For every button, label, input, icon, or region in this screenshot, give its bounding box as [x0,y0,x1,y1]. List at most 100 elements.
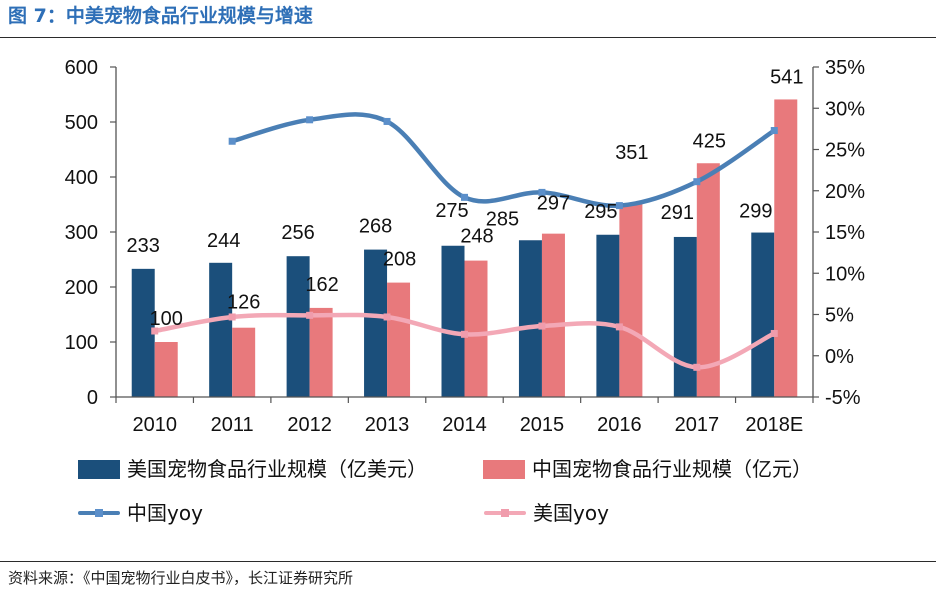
data-labels: 233 244 256 268 275 285 295 291 299 100 126 162 208 2… [127,66,804,330]
line-marker [693,363,701,371]
data-label: 297 [537,193,570,215]
left-tick-label: 600 [65,57,98,79]
data-label: 162 [305,274,338,296]
yoy-line [229,112,777,208]
left-tick-label: 500 [65,112,98,134]
bar [387,282,411,397]
x-tick-label: 2010 [132,414,177,436]
line-marker [693,178,701,186]
data-label: 208 [383,249,416,271]
right-tick-label: 10% [825,263,865,285]
x-tick-label: 2015 [520,414,565,436]
bar [541,233,565,397]
bar [232,327,256,397]
line-marker [461,193,468,201]
x-tick-label: 2016 [597,414,642,436]
legend-label-cn-yoy: 中国yoy [127,501,203,525]
right-tick-label: -5% [825,387,861,409]
bar [464,260,488,397]
data-label: 233 [127,235,160,257]
legend-item-cn-yoy: 中国yoy [78,501,203,525]
right-tick-label: 15% [825,222,865,244]
bars [131,99,798,397]
line-marker [383,117,391,125]
line-marker [383,313,391,321]
legend-swatch-us-market-size [78,459,120,479]
right-tick-label: 35% [825,57,865,79]
data-label: 100 [150,308,183,330]
legend-swatch-cn-yoy [78,501,120,525]
data-label: 295 [584,201,617,223]
line-marker [306,311,314,319]
legend-item-us-market-size: 美国宠物食品行业规模（亿美元） [78,457,427,481]
bar [364,249,388,397]
legend-label-us-yoy: 美国yoy [533,501,609,525]
line-marker [538,188,546,196]
line-marker [306,116,314,124]
right-tick-label: 30% [825,98,865,120]
data-label: 275 [435,200,468,222]
axes: 0 100 200 300 400 500 600 -5% 0% 5% 10% 15% 20% 25% 30… [65,57,866,436]
left-tick-label: 0 [87,387,98,409]
legend-label-cn-market-size: 中国宠物食品行业规模（亿元） [532,457,812,481]
data-label: 244 [207,230,240,252]
top-divider [0,37,936,38]
legend-label-us-market-size: 美国宠物食品行业规模（亿美元） [127,457,427,481]
x-tick-label: 2013 [365,414,410,436]
data-label: 541 [770,66,803,88]
legend-item-us-yoy: 美国yoy [484,501,609,525]
data-label: 351 [615,142,648,164]
data-label: 291 [661,202,694,224]
data-label: 256 [281,222,314,244]
x-tick-label: 2017 [675,414,720,436]
data-label: 126 [227,292,260,314]
line-marker [770,127,778,135]
bottom-divider [0,561,936,562]
legend-swatch-cn-market-size [483,459,525,479]
left-tick-label: 200 [65,277,98,299]
bar [131,268,155,397]
legend-item-cn-market-size: 中国宠物食品行业规模（亿元） [483,457,812,481]
line-series [151,112,778,371]
bar [441,245,465,397]
line-marker [615,323,623,331]
right-tick-label: 20% [825,181,865,203]
data-label: 268 [359,216,392,238]
x-tick-label: 2014 [442,414,487,436]
data-label: 248 [460,226,493,248]
line-marker [461,330,468,338]
bar [751,232,775,397]
bar [774,99,798,397]
legend-swatch-us-yoy [484,501,526,525]
line-marker [228,313,236,321]
line-marker [538,322,546,330]
right-tick-label: 0% [825,346,854,368]
line-marker [770,329,778,337]
bar [309,307,333,397]
bar [619,203,643,397]
bar [154,342,178,397]
left-tick-label: 100 [65,332,98,354]
bar [518,240,542,397]
line-marker [615,202,623,210]
figure-title: 图 7：中美宠物食品行业规模与增速 [8,5,313,27]
bar [596,234,620,397]
bar [209,262,233,397]
data-label: 299 [739,201,772,223]
bar [696,163,720,397]
legend-marker [501,509,509,517]
left-tick-label: 300 [65,222,98,244]
source-note: 资料来源：《中国宠物行业白皮书》，长江证券研究所 [8,569,354,587]
line-marker [151,327,159,335]
left-tick-label: 400 [65,167,98,189]
right-tick-label: 5% [825,305,854,327]
legend-marker [95,509,103,517]
bar [286,256,310,397]
x-tick-label: 2012 [287,414,332,436]
data-label: 425 [693,130,726,152]
x-tick-label: 2018E [745,414,803,436]
line-marker [228,137,236,145]
bar [673,236,697,397]
x-tick-label: 2011 [211,414,254,436]
